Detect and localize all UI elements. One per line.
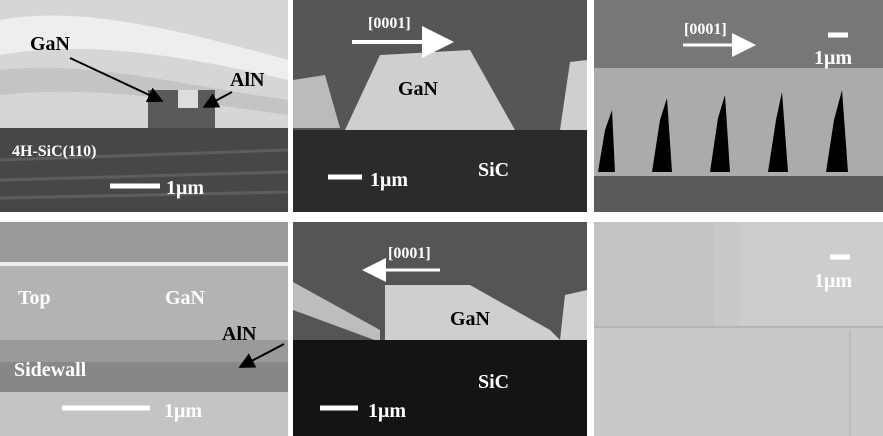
label: Sidewall	[14, 359, 87, 381]
label: AlN	[222, 323, 257, 345]
panel-5: [0001] GaN SiC 1μm	[293, 222, 587, 436]
edge	[0, 262, 288, 266]
scale-label: 1μm	[370, 169, 408, 191]
panel-1: GaN AlN 4H-SiC(110) 1μm	[0, 0, 288, 212]
page: {"panels": [ {"labels": ["GaN", "AlN", "…	[0, 0, 883, 436]
texture	[594, 222, 714, 327]
substrate	[0, 128, 288, 212]
panel-3: [0001] 1μm	[594, 0, 883, 212]
substrate	[293, 340, 587, 436]
scale-label: 1μm	[814, 270, 852, 292]
panel-6: 1μm	[594, 222, 883, 436]
label: 4H-SiC(110)	[12, 143, 96, 160]
mesa-top	[178, 90, 198, 108]
label: [0001]	[368, 15, 411, 32]
substrate	[594, 176, 883, 212]
label: [0001]	[388, 245, 431, 262]
panel-2: [0001] GaN SiC 1μm	[293, 0, 587, 212]
label: GaN	[398, 78, 439, 100]
scale-label: 1μm	[166, 177, 204, 199]
label: SiC	[478, 159, 509, 181]
panel-4: Top GaN AlN Sidewall 1μm	[0, 222, 288, 436]
label: GaN	[165, 287, 206, 309]
label: [0001]	[684, 21, 727, 38]
label: AlN	[230, 69, 265, 91]
label: Top	[18, 287, 51, 309]
label: SiC	[478, 371, 509, 393]
texture	[740, 222, 883, 327]
substrate	[293, 130, 587, 212]
label: GaN	[30, 33, 71, 55]
label: GaN	[450, 308, 491, 330]
figure: GaN AlN 4H-SiC(110) 1μm [0001] GaN SiC 1…	[0, 0, 883, 436]
layer	[0, 222, 288, 262]
scale-label: 1μm	[164, 400, 202, 422]
scale-label: 1μm	[814, 47, 852, 69]
scale-label: 1μm	[368, 400, 406, 422]
